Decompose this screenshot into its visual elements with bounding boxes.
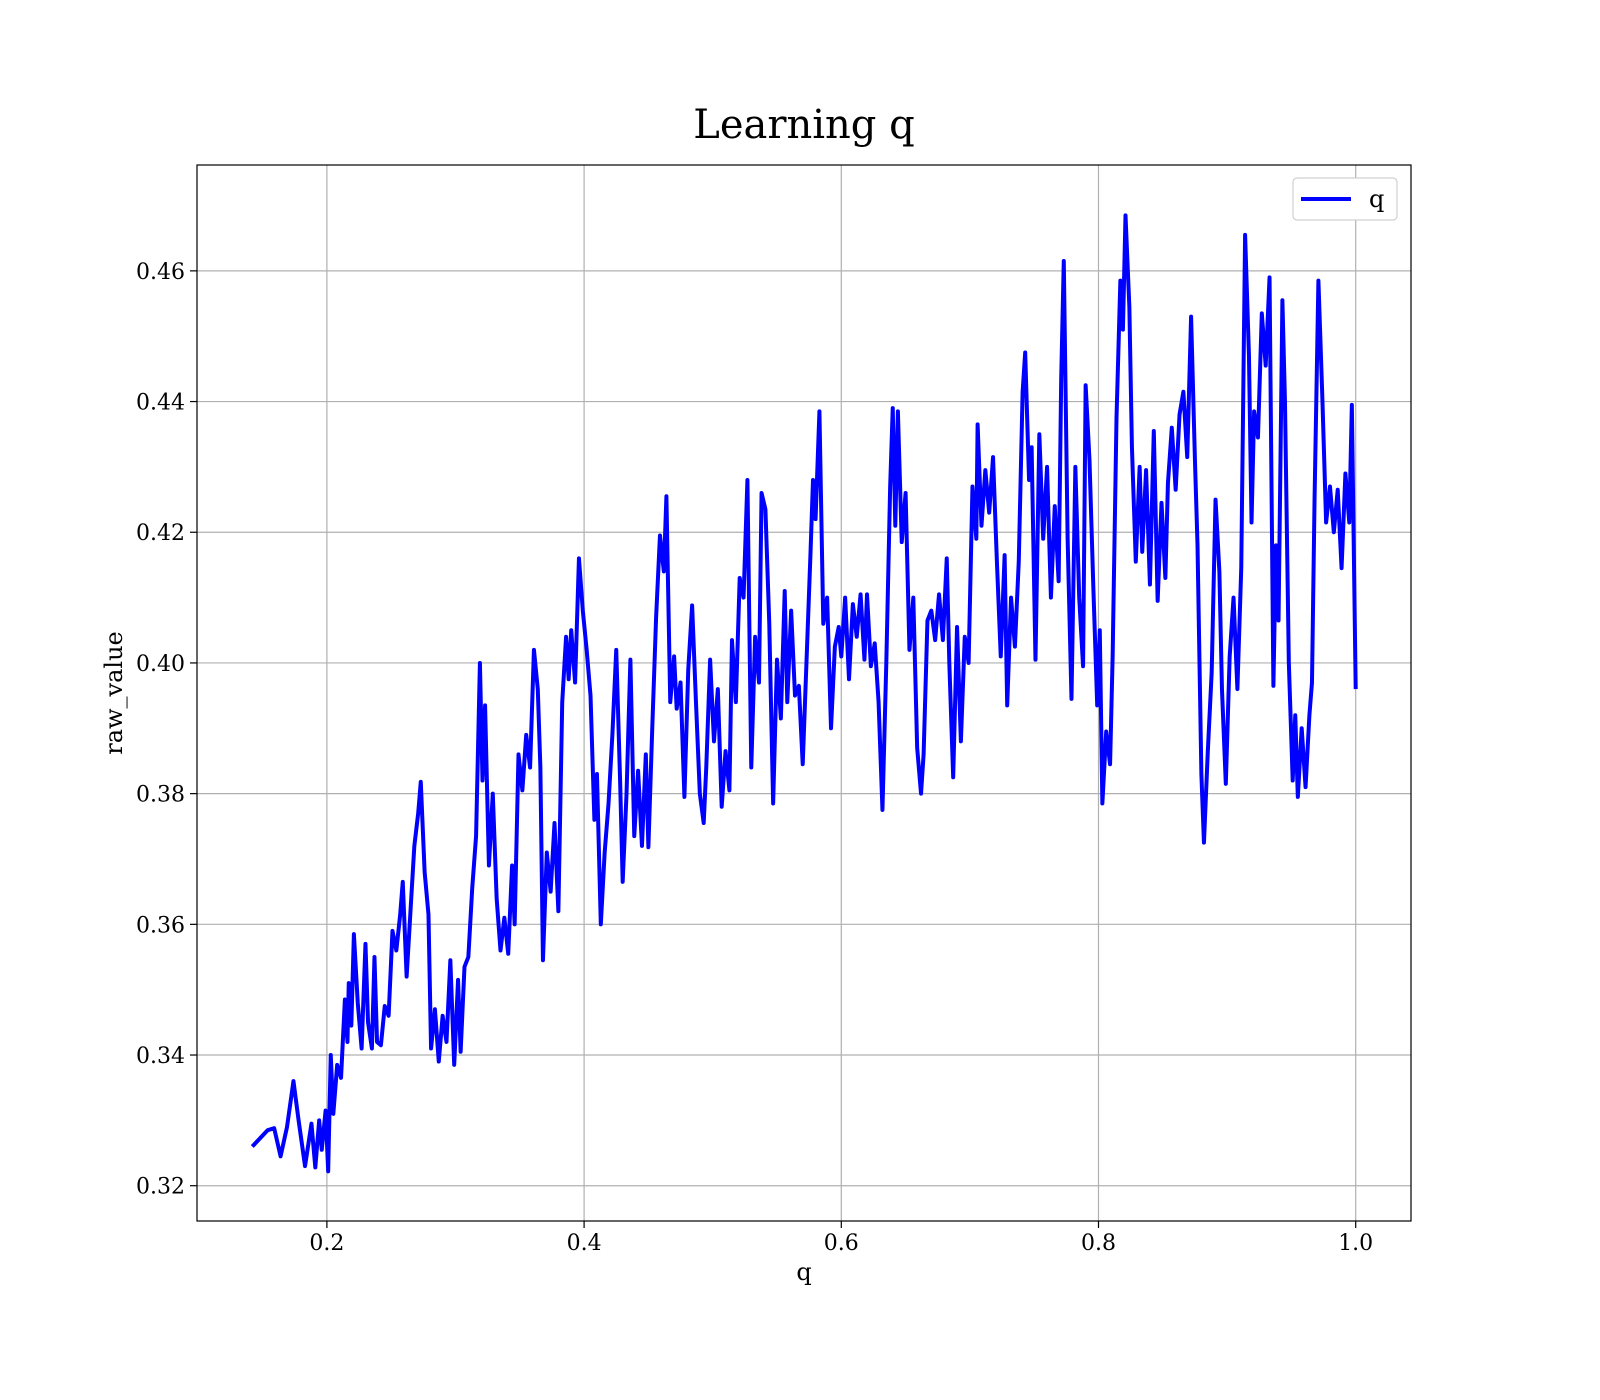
x-tick-label: 1.0 — [1338, 1231, 1373, 1256]
y-tick-label: 0.40 — [136, 652, 185, 677]
y-axis-label: raw_value — [100, 631, 128, 755]
x-tick-label: 0.8 — [1081, 1231, 1116, 1256]
plot-frame — [196, 164, 1412, 1222]
legend: q — [1292, 177, 1398, 221]
x-tick-label: 0.2 — [309, 1231, 344, 1256]
y-tick-label: 0.36 — [136, 913, 185, 938]
x-axis-label: q — [796, 1258, 811, 1286]
legend-label: q — [1369, 185, 1384, 213]
x-tick-label: 0.4 — [567, 1231, 602, 1256]
x-tick-label: 0.6 — [824, 1231, 859, 1256]
y-tick-label: 0.38 — [136, 783, 185, 808]
y-tick-label: 0.44 — [136, 391, 185, 416]
y-tick-label: 0.42 — [136, 521, 185, 546]
y-tick-label: 0.46 — [136, 260, 185, 285]
y-tick-label: 0.34 — [136, 1044, 185, 1069]
y-tick-label: 0.32 — [136, 1175, 185, 1200]
chart-title: Learning q — [693, 102, 914, 148]
data-line — [250, 213, 1358, 1174]
